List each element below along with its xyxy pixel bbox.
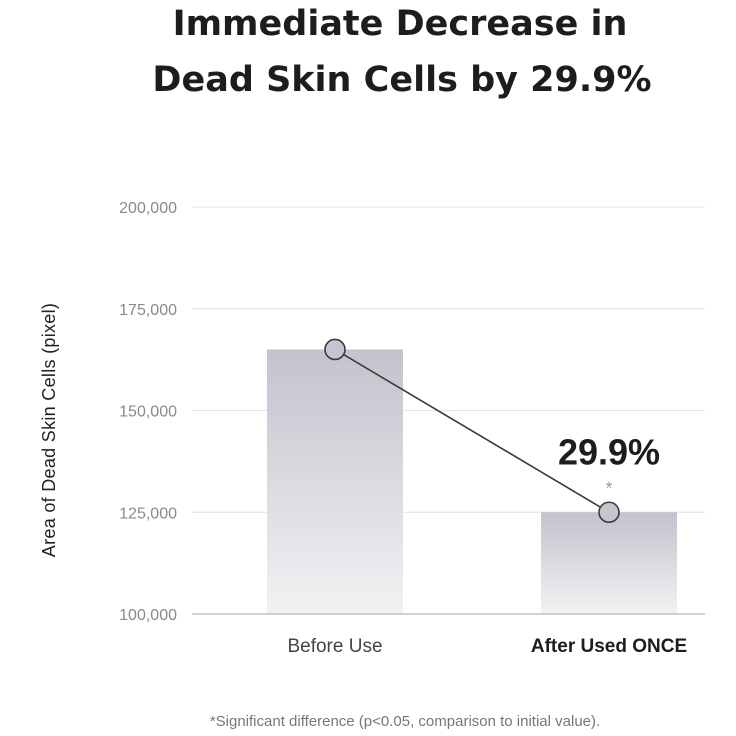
y-axis-label: Area of Dead Skin Cells (pixel): [39, 303, 59, 557]
y-tick-label: 175,000: [119, 302, 177, 319]
x-axis-categories: Before Use After Used ONCE: [287, 636, 687, 657]
connector: [324, 338, 620, 524]
y-tick-label: 100,000: [119, 607, 177, 624]
category-label: After Used ONCE: [531, 636, 687, 657]
bar-after-used-once: [541, 512, 677, 614]
y-tick-label: 150,000: [119, 404, 177, 421]
data-point-marker: [324, 338, 346, 361]
y-axis-ticks: 100,000 125,000 150,000 175,000 200,000: [119, 200, 177, 624]
connector-line: [334, 348, 610, 513]
data-point-marker: [598, 501, 620, 524]
y-tick-label: 200,000: [119, 200, 177, 217]
category-label: Before Use: [287, 636, 382, 657]
decrease-annotation: 29.9%: [558, 431, 660, 472]
y-tick-label: 125,000: [119, 505, 177, 522]
footnote: *Significant difference (p<0.05, compari…: [210, 713, 600, 730]
chart-title-line-1: Immediate Decrease in: [173, 4, 628, 44]
chart-title-line-2: Dead Skin Cells by 29.9%: [152, 60, 651, 100]
significance-marker: *: [605, 478, 612, 498]
bar-before-use: [267, 349, 403, 614]
bars: [267, 349, 677, 614]
